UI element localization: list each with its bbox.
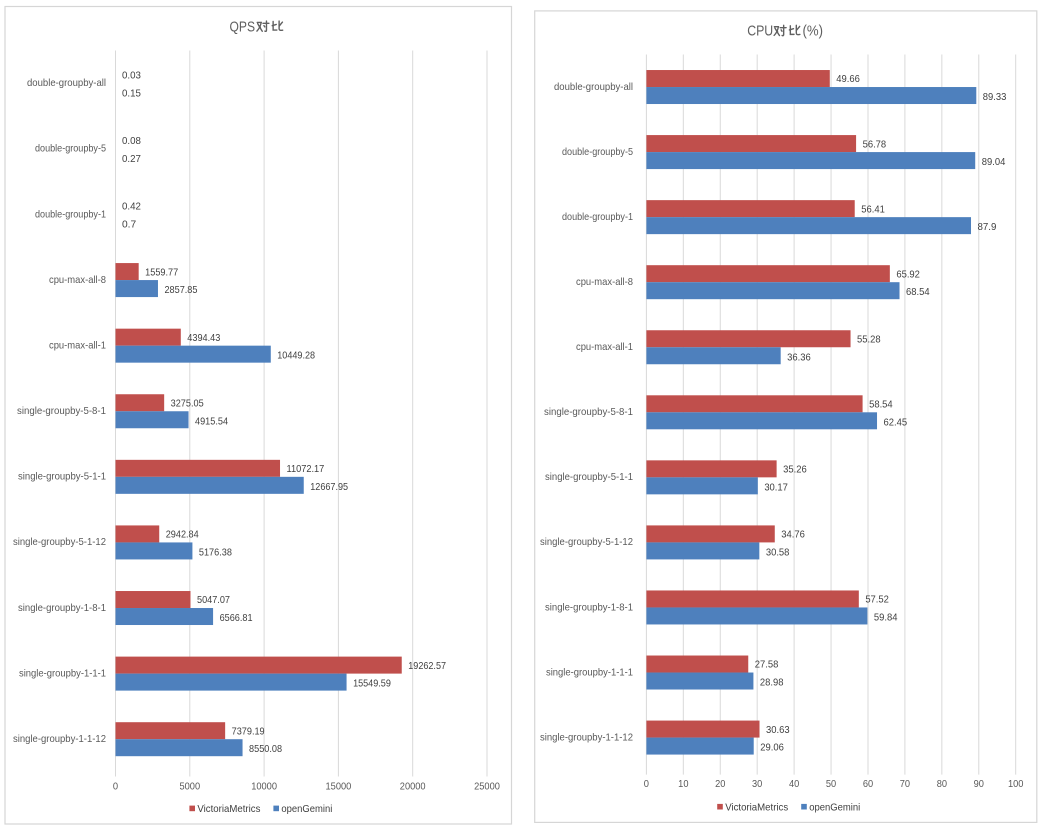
svg-text:30.63: 30.63 <box>766 724 790 736</box>
svg-text:cpu-max-all-1: cpu-max-all-1 <box>49 339 106 351</box>
svg-text:89.04: 89.04 <box>982 156 1006 168</box>
svg-text:openGemini: openGemini <box>281 803 332 815</box>
svg-text:single-groupby-5-1-1: single-groupby-5-1-1 <box>545 471 633 483</box>
svg-text:8550.08: 8550.08 <box>249 743 282 755</box>
svg-text:30.17: 30.17 <box>764 481 788 493</box>
svg-text:5176.38: 5176.38 <box>199 546 232 558</box>
svg-text:double-groupby-5: double-groupby-5 <box>562 146 633 158</box>
svg-text:openGemini: openGemini <box>809 802 860 814</box>
svg-text:0: 0 <box>113 780 118 792</box>
svg-text:60: 60 <box>863 778 873 790</box>
svg-text:4394.43: 4394.43 <box>187 332 220 344</box>
svg-text:27.58: 27.58 <box>755 659 779 671</box>
svg-text:90: 90 <box>974 778 984 790</box>
svg-text:cpu-max-all-1: cpu-max-all-1 <box>576 341 633 353</box>
svg-text:2857.85: 2857.85 <box>164 284 197 296</box>
svg-text:58.54: 58.54 <box>869 399 893 411</box>
svg-text:cpu-max-all-8: cpu-max-all-8 <box>576 276 633 288</box>
svg-text:double-groupby-1: double-groupby-1 <box>562 211 633 223</box>
svg-text:11072.17: 11072.17 <box>287 463 325 475</box>
svg-text:0.15: 0.15 <box>122 87 141 99</box>
svg-text:40: 40 <box>789 778 799 790</box>
svg-text:5047.07: 5047.07 <box>197 594 230 606</box>
svg-text:89.33: 89.33 <box>983 91 1007 103</box>
svg-text:100: 100 <box>1008 778 1024 790</box>
svg-text:0.08: 0.08 <box>122 135 141 147</box>
svg-text:single-groupby-1-1-1: single-groupby-1-1-1 <box>546 666 633 678</box>
svg-text:2942.84: 2942.84 <box>166 529 199 541</box>
svg-text:30.58: 30.58 <box>766 546 790 558</box>
svg-text:25000: 25000 <box>474 780 500 792</box>
svg-text:double-groupby-all: double-groupby-all <box>27 77 106 89</box>
svg-text:57.52: 57.52 <box>865 594 889 606</box>
svg-text:single-groupby-5-1-1: single-groupby-5-1-1 <box>18 471 106 483</box>
svg-text:3275.05: 3275.05 <box>171 397 204 409</box>
svg-text:single-groupby-5-1-12: single-groupby-5-1-12 <box>13 536 106 548</box>
svg-text:50: 50 <box>826 778 836 790</box>
svg-text:single-groupby-5-1-12: single-groupby-5-1-12 <box>540 536 633 548</box>
svg-text:56.41: 56.41 <box>861 203 885 215</box>
svg-text:0.42: 0.42 <box>122 201 141 213</box>
svg-text:55.28: 55.28 <box>857 333 881 345</box>
svg-text:20: 20 <box>715 778 725 790</box>
svg-text:70: 70 <box>900 778 910 790</box>
svg-text:35.26: 35.26 <box>783 464 807 476</box>
svg-text:0.27: 0.27 <box>122 153 141 165</box>
svg-text:single-groupby-1-1-12: single-groupby-1-1-12 <box>540 731 633 743</box>
svg-text:double-groupby-all: double-groupby-all <box>554 81 633 93</box>
svg-text:15000: 15000 <box>326 780 352 792</box>
svg-text:VictoriaMetrics: VictoriaMetrics <box>725 802 788 814</box>
svg-text:6566.81: 6566.81 <box>220 612 253 624</box>
svg-text:15549.59: 15549.59 <box>353 678 391 690</box>
svg-text:4915.54: 4915.54 <box>195 415 228 427</box>
svg-text:68.54: 68.54 <box>906 286 930 298</box>
svg-text:5000: 5000 <box>180 780 201 792</box>
svg-text:10000: 10000 <box>251 780 277 792</box>
svg-text:cpu-max-all-8: cpu-max-all-8 <box>49 274 106 286</box>
svg-text:1559.77: 1559.77 <box>145 266 178 278</box>
svg-text:QPS: QPS <box>230 19 256 35</box>
svg-text:10: 10 <box>678 778 688 790</box>
svg-text:7379.19: 7379.19 <box>232 725 265 737</box>
svg-text:30: 30 <box>752 778 762 790</box>
svg-text:single-groupby-1-8-1: single-groupby-1-8-1 <box>18 602 106 614</box>
svg-text:34.76: 34.76 <box>781 529 805 541</box>
svg-text:single-groupby-5-8-1: single-groupby-5-8-1 <box>17 405 106 417</box>
svg-text:0.03: 0.03 <box>122 70 141 82</box>
svg-text:double-groupby-5: double-groupby-5 <box>35 143 106 155</box>
svg-text:56.78: 56.78 <box>863 138 887 150</box>
svg-text:80: 80 <box>937 778 947 790</box>
svg-text:62.45: 62.45 <box>884 416 908 428</box>
svg-text:49.66: 49.66 <box>836 73 860 85</box>
svg-text:12667.95: 12667.95 <box>310 481 348 493</box>
svg-text:single-groupby-1-1-12: single-groupby-1-1-12 <box>13 733 106 745</box>
svg-text:single-groupby-1-1-1: single-groupby-1-1-1 <box>19 667 106 679</box>
svg-text:28.98: 28.98 <box>760 677 784 689</box>
svg-text:36.36: 36.36 <box>787 351 811 363</box>
svg-text:(%): (%) <box>803 24 824 40</box>
svg-text:VictoriaMetrics: VictoriaMetrics <box>197 803 260 815</box>
svg-text:0.7: 0.7 <box>122 218 136 230</box>
svg-text:65.92: 65.92 <box>896 268 920 280</box>
svg-text:59.84: 59.84 <box>874 611 898 623</box>
svg-text:20000: 20000 <box>400 780 426 792</box>
svg-text:29.06: 29.06 <box>760 742 784 754</box>
svg-text:single-groupby-1-8-1: single-groupby-1-8-1 <box>545 601 633 613</box>
svg-text:10449.28: 10449.28 <box>277 350 315 362</box>
svg-text:double-groupby-1: double-groupby-1 <box>35 208 106 220</box>
svg-text:single-groupby-5-8-1: single-groupby-5-8-1 <box>544 406 633 418</box>
svg-text:CPU: CPU <box>747 24 773 40</box>
svg-text:0: 0 <box>644 778 649 790</box>
svg-text:87.9: 87.9 <box>978 221 997 233</box>
svg-text:19262.57: 19262.57 <box>408 660 446 672</box>
